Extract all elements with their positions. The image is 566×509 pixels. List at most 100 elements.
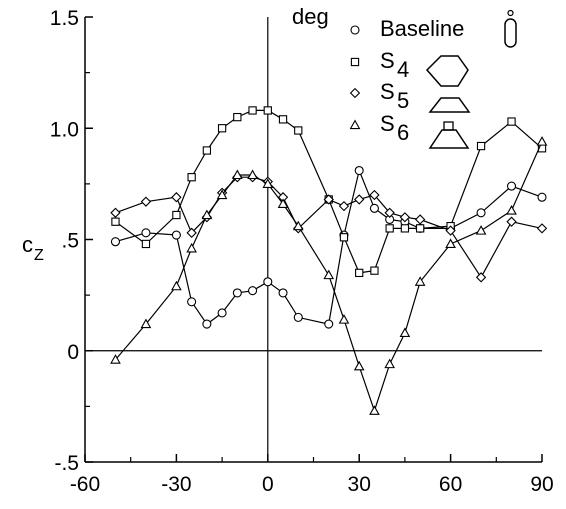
data-point-circle	[232, 288, 242, 298]
legend-label-subscript: 5	[397, 88, 409, 113]
x-tick-label: -30	[161, 473, 191, 496]
data-point-diamond	[369, 189, 380, 201]
data-point-diamond	[414, 214, 426, 225]
data-point-triangle	[171, 280, 182, 291]
data-point-square	[217, 124, 227, 133]
data-point-diamond	[171, 192, 182, 203]
data-point-square	[355, 268, 364, 278]
y-axis-label: c	[22, 232, 33, 257]
data-point-circle	[110, 237, 121, 247]
data-point-square	[370, 266, 379, 275]
data-point-diamond	[445, 225, 456, 236]
data-point-square	[507, 117, 516, 126]
data-point-triangle	[323, 269, 335, 280]
data-point-square	[415, 224, 425, 233]
x-tick-label: -60	[70, 473, 100, 496]
data-point-circle	[506, 181, 517, 191]
series-layer	[110, 106, 548, 415]
data-point-triangle	[475, 225, 487, 235]
hexagon-icon	[425, 55, 469, 87]
legend-label: S	[380, 79, 395, 104]
data-point-square	[263, 106, 272, 115]
data-point-circle	[278, 288, 288, 298]
legend-label: S	[380, 111, 395, 136]
y-tick-label: 0	[67, 341, 79, 364]
legend-label-subscript: 4	[397, 57, 409, 82]
capsule-tip-icon	[507, 9, 514, 17]
data-point-diamond	[338, 200, 350, 212]
legend-marker-square	[350, 57, 360, 67]
y-tick-label: 1.5	[50, 7, 79, 30]
data-point-triangle	[506, 205, 517, 215]
data-point-triangle	[338, 314, 350, 324]
data-point-triangle	[292, 220, 304, 231]
x-tick-label: 30	[348, 473, 371, 496]
series-2	[110, 172, 548, 283]
data-point-square	[294, 126, 303, 135]
data-point-diamond	[475, 272, 487, 283]
data-point-square	[248, 106, 257, 115]
data-point-triangle	[384, 358, 396, 369]
data-point-square	[202, 146, 212, 155]
legend-marker-triangle	[349, 119, 361, 130]
data-point-circle	[187, 297, 197, 307]
data-point-triangle	[536, 136, 548, 146]
data-point-diamond	[140, 196, 152, 207]
series-line	[115, 141, 543, 413]
data-point-diamond	[384, 207, 395, 218]
data-point-triangle	[445, 238, 456, 249]
data-point-circle	[217, 308, 227, 318]
trapezoid-icon	[428, 97, 471, 113]
data-point-diamond	[506, 216, 517, 227]
data-point-diamond	[186, 227, 197, 239]
data-point-circle	[324, 319, 334, 329]
y-tick-label: 1.0	[50, 118, 79, 141]
data-point-square	[141, 239, 151, 249]
data-point-triangle	[231, 169, 243, 180]
capsule-icon	[504, 18, 517, 48]
x-tick-label: 90	[530, 473, 553, 496]
legend-label: S	[380, 48, 395, 73]
y-axis-label-subscript: Z	[34, 247, 44, 264]
data-point-circle	[141, 228, 151, 238]
data-point-square	[111, 217, 120, 226]
data-point-square	[278, 115, 288, 124]
legend-entry-0: Baseline	[350, 9, 517, 48]
data-point-square	[476, 141, 486, 151]
series-line	[115, 176, 543, 279]
series-0	[110, 165, 547, 329]
legend-marker-circle	[350, 25, 360, 35]
data-point-circle	[171, 230, 181, 240]
y-tick-label: .5	[61, 230, 79, 253]
data-point-square	[400, 224, 410, 233]
tall-trapezoid-top-icon	[443, 121, 454, 131]
data-point-triangle	[140, 318, 152, 329]
data-point-triangle	[110, 354, 121, 364]
data-point-square	[233, 112, 242, 122]
data-point-triangle	[277, 198, 289, 208]
data-point-circle	[263, 277, 273, 287]
y-tick-label: -.5	[54, 452, 79, 475]
data-point-triangle	[216, 189, 228, 200]
series-1	[111, 106, 547, 278]
data-point-triangle	[247, 169, 258, 180]
data-point-triangle	[399, 327, 411, 338]
series-line	[115, 109, 543, 274]
data-point-triangle	[201, 209, 213, 220]
data-point-circle	[293, 312, 303, 322]
data-point-diamond	[399, 212, 411, 223]
data-point-triangle	[369, 405, 380, 415]
data-point-circle	[354, 165, 364, 176]
data-point-circle	[537, 192, 547, 202]
data-point-diamond	[536, 223, 548, 234]
data-point-square	[187, 173, 196, 182]
data-point-triangle	[262, 178, 274, 188]
x-axis-label: deg	[292, 4, 329, 29]
data-point-triangle	[186, 242, 197, 253]
data-point-square	[172, 210, 181, 220]
series-line	[115, 168, 543, 325]
tall-trapezoid-icon	[428, 129, 470, 149]
